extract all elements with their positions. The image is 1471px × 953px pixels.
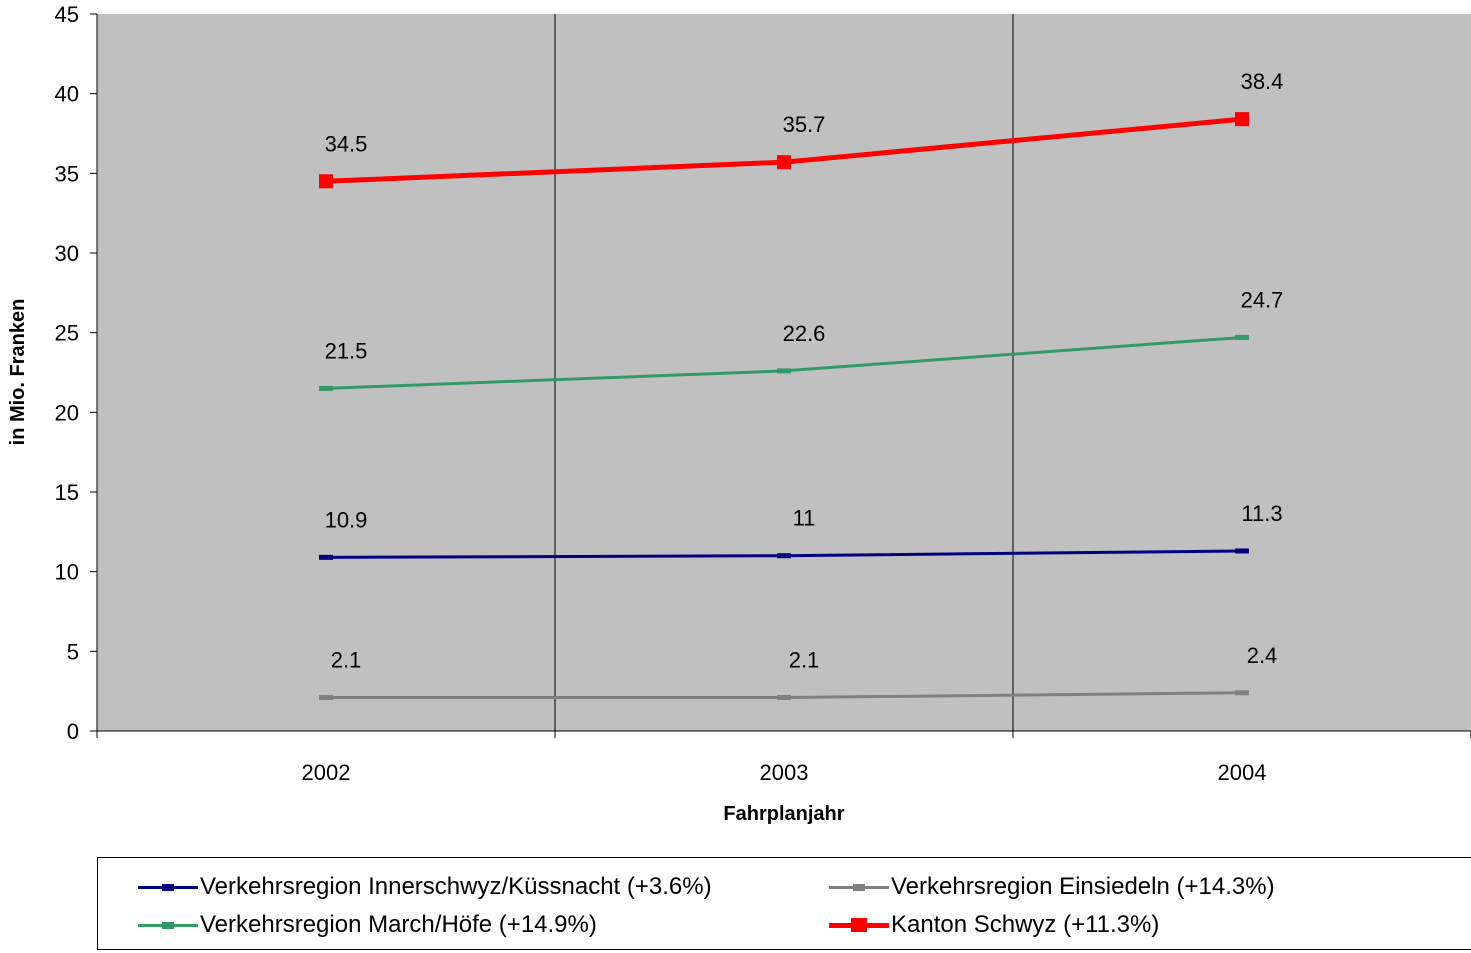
legend-label: Verkehrsregion Einsiedeln (+14.3%) [891, 873, 1275, 900]
x-tick-label: 2002 [302, 760, 351, 785]
data-point [777, 368, 791, 374]
legend-label: Verkehrsregion March/Höfe (+14.9%) [200, 911, 597, 938]
x-tick-label: 2004 [1218, 760, 1267, 785]
data-label: 10.9 [325, 507, 368, 532]
data-labels: 10.9 11 11.3 2.1 2.1 2.4 21.5 22.6 24.7 34.5 35.7 3… [325, 69, 1284, 672]
y-tick-label: 45 [55, 2, 79, 27]
data-label: 11 [793, 506, 816, 531]
y-tick-label: 25 [55, 321, 79, 346]
data-label: 2.4 [1247, 643, 1278, 668]
data-point [777, 553, 791, 559]
data-label: 2.1 [789, 648, 820, 673]
axes: 0 5 10 15 20 25 30 35 40 45 2002 2003 2004 [55, 2, 1471, 785]
legend-swatch [829, 877, 889, 897]
legend-swatch [138, 915, 198, 935]
data-label: 22.6 [783, 321, 826, 346]
data-point [777, 155, 791, 170]
x-axis-title: Fahrplanjahr [723, 803, 844, 825]
data-point [1235, 112, 1249, 127]
legend-swatch [138, 877, 198, 897]
y-axis-title: in Mio. Franken [7, 299, 29, 446]
data-point [777, 695, 791, 701]
data-label: 21.5 [325, 338, 368, 363]
legend: Verkehrsregion Innerschwyz/Küssnacht (+3… [97, 857, 1471, 950]
data-point [319, 174, 333, 189]
data-label: 2.1 [331, 648, 362, 673]
data-point [1235, 690, 1249, 696]
y-tick-label: 5 [67, 639, 79, 664]
data-point [319, 554, 333, 560]
legend-label: Kanton Schwyz (+11.3%) [891, 911, 1160, 938]
y-tick-label: 30 [55, 241, 79, 266]
legend-item-innerschwyz: Verkehrsregion Innerschwyz/Küssnacht (+3… [138, 872, 712, 902]
data-point [319, 695, 333, 701]
y-tick-label: 20 [55, 400, 79, 425]
y-tick-label: 10 [55, 560, 79, 585]
data-label: 11.3 [1241, 501, 1282, 526]
legend-item-kanton-schwyz: Kanton Schwyz (+11.3%) [829, 910, 1159, 940]
data-label: 34.5 [325, 131, 368, 156]
legend-item-einsiedeln: Verkehrsregion Einsiedeln (+14.3%) [829, 872, 1275, 902]
data-point [319, 385, 333, 391]
x-tick-label: 2003 [760, 760, 809, 785]
data-label: 24.7 [1241, 287, 1284, 312]
y-tick-label: 15 [55, 480, 79, 505]
data-label: 35.7 [783, 112, 826, 137]
data-label: 38.4 [1241, 69, 1284, 94]
data-point [1235, 334, 1249, 340]
legend-item-march-hoefe: Verkehrsregion March/Höfe (+14.9%) [138, 910, 597, 940]
grid-lines [554, 14, 1014, 731]
y-tick-label: 35 [55, 161, 79, 186]
series-layer [319, 112, 1249, 701]
legend-swatch [829, 915, 889, 935]
legend-label: Verkehrsregion Innerschwyz/Küssnacht (+3… [200, 873, 712, 900]
data-point [1235, 548, 1249, 554]
y-tick-label: 0 [67, 719, 79, 744]
y-tick-label: 40 [55, 82, 79, 107]
